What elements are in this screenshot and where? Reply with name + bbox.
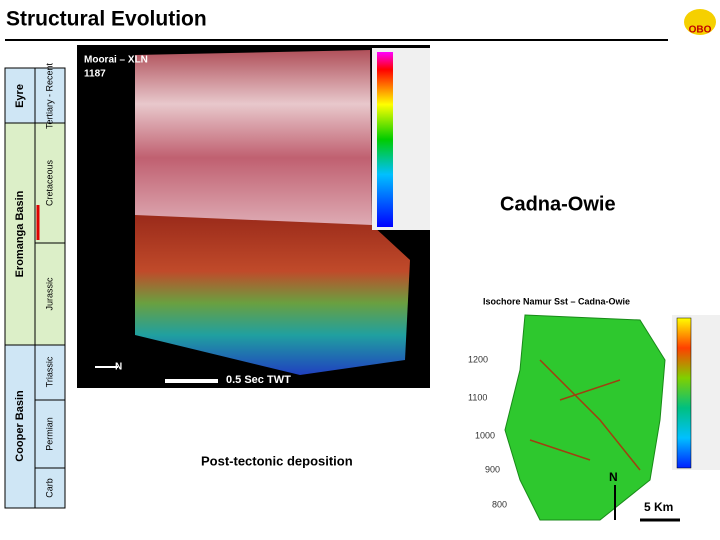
contour-label: 800: [492, 499, 507, 509]
period-label: Jurassic: [44, 277, 54, 311]
contour-label: 1000: [475, 430, 495, 440]
north-label: N: [115, 362, 122, 373]
contour-label: 1100: [468, 392, 487, 402]
map-title: Isochore Namur Sst – Cadna-Owie: [483, 296, 630, 306]
map-north: N: [609, 470, 618, 484]
basin-label: Eyre: [14, 84, 26, 108]
caption: Post-tectonic deposition: [201, 453, 353, 468]
seismic-line: Moorai – XLN: [84, 55, 148, 66]
contour-label: 1200: [468, 354, 488, 364]
period-label: Cretaceous: [44, 159, 54, 206]
isochore-map: Isochore Namur Sst – Cadna-Owie 1200 110…: [468, 296, 720, 522]
seismic-number: 1187: [84, 69, 106, 80]
basin-label: Cooper Basin: [14, 390, 26, 462]
period-label: Carb: [44, 478, 54, 498]
basin-label: Eromanga Basin: [14, 190, 26, 277]
map-scale: 5 Km: [644, 500, 673, 514]
strat-column: Eyre Eromanga Basin Cooper Basin Tertiar…: [4, 62, 66, 509]
heading: Cadna-Owie: [500, 193, 616, 215]
period-label: Permian: [44, 417, 54, 451]
period-label: Tertiary - Recent: [44, 62, 54, 129]
title: Structural Evolution: [6, 8, 207, 31]
period-label: Triassic: [44, 356, 54, 387]
scale-label: 0.5 Sec TWT: [226, 374, 291, 386]
contour-label: 900: [485, 464, 500, 474]
svg-text:OBO: OBO: [689, 25, 712, 36]
logo: OBO: [684, 9, 716, 36]
seismic-image: Moorai – XLN 1187 N 0.5 Sec TWT: [77, 45, 430, 388]
